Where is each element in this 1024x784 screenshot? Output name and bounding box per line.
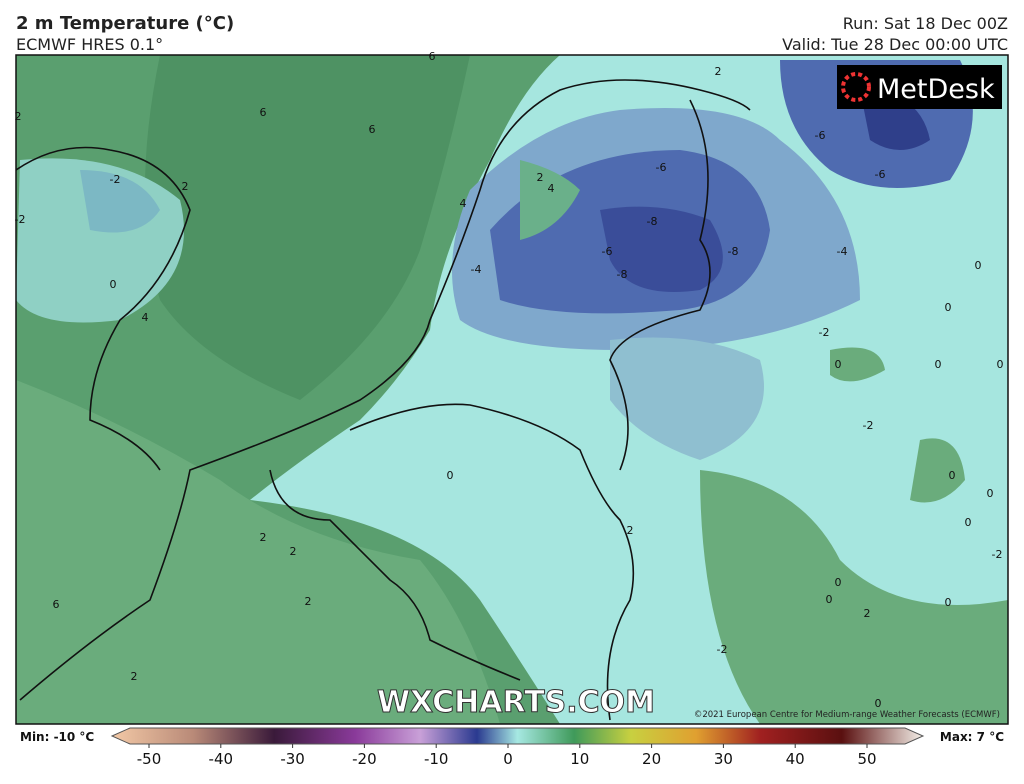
contour-label: 0 bbox=[945, 301, 952, 314]
contour-label: 0 bbox=[935, 358, 942, 371]
contour-label: 0 bbox=[987, 487, 994, 500]
contour-label: 0 bbox=[826, 593, 833, 606]
colorbar bbox=[110, 727, 925, 745]
contour-label: 4 bbox=[548, 182, 555, 195]
contour-label: 2 bbox=[305, 595, 312, 608]
colorbar-tick-label: -40 bbox=[209, 750, 234, 768]
contour-label: 0 bbox=[997, 358, 1004, 371]
colorbar-tick-label: 20 bbox=[642, 750, 661, 768]
logo: MetDesk bbox=[877, 74, 995, 105]
min-label: Min: -10 °C bbox=[20, 730, 94, 744]
contour-label: 2 bbox=[15, 110, 22, 123]
logo-box bbox=[837, 65, 1002, 109]
colorbar-tick-label: 50 bbox=[857, 750, 876, 768]
map-frame bbox=[15, 54, 1009, 725]
max-label: Max: 7 °C bbox=[940, 730, 1004, 744]
contour-label: 2 bbox=[627, 524, 634, 537]
contour-label: 2 bbox=[260, 531, 267, 544]
contour-label: -8 bbox=[647, 215, 658, 228]
contour-label: 0 bbox=[447, 469, 454, 482]
contour-label: 0 bbox=[875, 697, 882, 710]
contour-label: 2 bbox=[715, 65, 722, 78]
valid-time: Valid: Tue 28 Dec 00:00 UTC bbox=[782, 35, 1008, 54]
colorbar-tick-label: -50 bbox=[137, 750, 162, 768]
colorbar-tick-label: 40 bbox=[786, 750, 805, 768]
title: 2 m Temperature (°C) bbox=[16, 13, 235, 34]
contour-label: 0 bbox=[835, 576, 842, 589]
contour-label: -4 bbox=[837, 245, 848, 258]
contour-label: 2 bbox=[131, 670, 138, 683]
contour-label: 6 bbox=[53, 598, 60, 611]
contour-label: -2 bbox=[717, 643, 728, 656]
contour-label: -2 bbox=[863, 419, 874, 432]
colorbar-tick-label: -30 bbox=[280, 750, 305, 768]
contour-label: 0 bbox=[110, 278, 117, 291]
contour-label: 0 bbox=[949, 469, 956, 482]
contour-label: -4 bbox=[471, 263, 482, 276]
contour-label: -2 bbox=[819, 326, 830, 339]
contour-label: 0 bbox=[835, 358, 842, 371]
colorbar-tick-label: 30 bbox=[714, 750, 733, 768]
map-field bbox=[16, 55, 1008, 724]
subtitle: ECMWF HRES 0.1° bbox=[16, 35, 164, 54]
contour-label: 2 bbox=[290, 545, 297, 558]
contour-label: 4 bbox=[142, 311, 149, 324]
contour-label: -8 bbox=[728, 245, 739, 258]
copyright: ©2021 European Centre for Medium-range W… bbox=[694, 710, 1000, 720]
contour-label: -2 bbox=[110, 173, 121, 186]
contour-label: -6 bbox=[815, 129, 826, 142]
contour-label: -6 bbox=[656, 161, 667, 174]
contour-label: -6 bbox=[875, 168, 886, 181]
contour-label: -2 bbox=[992, 548, 1003, 561]
contour-label: -8 bbox=[617, 268, 628, 281]
colorbar-tick-label: 10 bbox=[570, 750, 589, 768]
contour-label: 2 bbox=[537, 171, 544, 184]
logo-icon bbox=[841, 72, 871, 102]
colorbar-tick-label: -10 bbox=[424, 750, 449, 768]
contour-label: 0 bbox=[965, 516, 972, 529]
contour-label: 2 bbox=[864, 607, 871, 620]
contour-label: -6 bbox=[602, 245, 613, 258]
contour-label: 6 bbox=[369, 123, 376, 136]
contour-label: 0 bbox=[975, 259, 982, 272]
contour-label: 6 bbox=[260, 106, 267, 119]
contour-label: -2 bbox=[15, 213, 26, 226]
colorbar-tick-label: 0 bbox=[503, 750, 513, 768]
watermark: WXCHARTS.COM bbox=[377, 685, 655, 720]
run-time: Run: Sat 18 Dec 00Z bbox=[842, 14, 1008, 33]
contour-label: 6 bbox=[429, 50, 436, 63]
contour-label: 0 bbox=[945, 596, 952, 609]
contour-label: 2 bbox=[182, 180, 189, 193]
contour-label: 4 bbox=[460, 197, 467, 210]
colorbar-tick-label: -20 bbox=[352, 750, 377, 768]
